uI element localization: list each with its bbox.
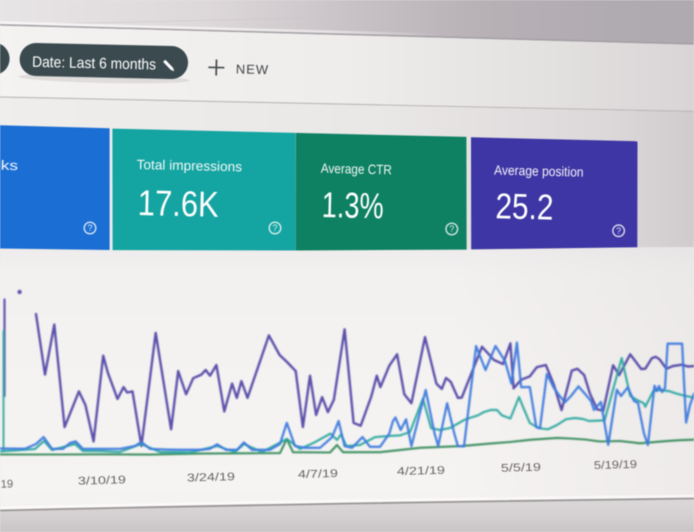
svg-text:3/24/19: 3/24/19 <box>187 471 235 484</box>
svg-text:NEW: NEW <box>236 61 270 77</box>
svg-text:4/7/19: 4/7/19 <box>298 468 338 481</box>
svg-text:4/21/19: 4/21/19 <box>397 465 445 478</box>
svg-text:1.3%: 1.3% <box>321 184 384 226</box>
svg-text:?: ? <box>87 223 92 233</box>
svg-text:25.2: 25.2 <box>495 185 554 227</box>
svg-text:3/10/19: 3/10/19 <box>78 474 126 487</box>
svg-text:Total impressions: Total impressions <box>136 157 242 174</box>
svg-text:17.6K: 17.6K <box>137 182 219 225</box>
svg-text:Date: Last 6 months: Date: Last 6 months <box>32 54 157 74</box>
svg-text:19: 19 <box>1 478 14 490</box>
svg-text:Average CTR: Average CTR <box>321 161 393 178</box>
svg-text:Average position: Average position <box>494 163 584 180</box>
svg-text:Total clicks: Total clicks <box>0 156 19 173</box>
svg-text:?: ? <box>449 224 454 234</box>
svg-text:?: ? <box>616 226 621 236</box>
svg-text:?: ? <box>272 223 277 233</box>
svg-text:5/19/19: 5/19/19 <box>594 459 637 472</box>
svg-text:5/5/19: 5/5/19 <box>501 462 541 475</box>
